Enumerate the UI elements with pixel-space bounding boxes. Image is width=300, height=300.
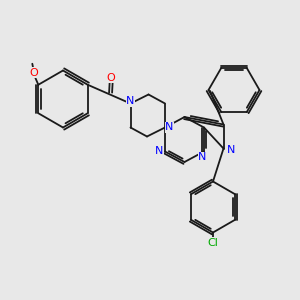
- Text: O: O: [29, 68, 38, 78]
- Text: N: N: [198, 152, 207, 163]
- Text: N: N: [227, 145, 235, 155]
- Text: N: N: [126, 96, 135, 106]
- Text: Cl: Cl: [208, 238, 218, 248]
- Text: O: O: [106, 73, 115, 82]
- Text: N: N: [165, 122, 174, 133]
- Text: N: N: [155, 146, 163, 157]
